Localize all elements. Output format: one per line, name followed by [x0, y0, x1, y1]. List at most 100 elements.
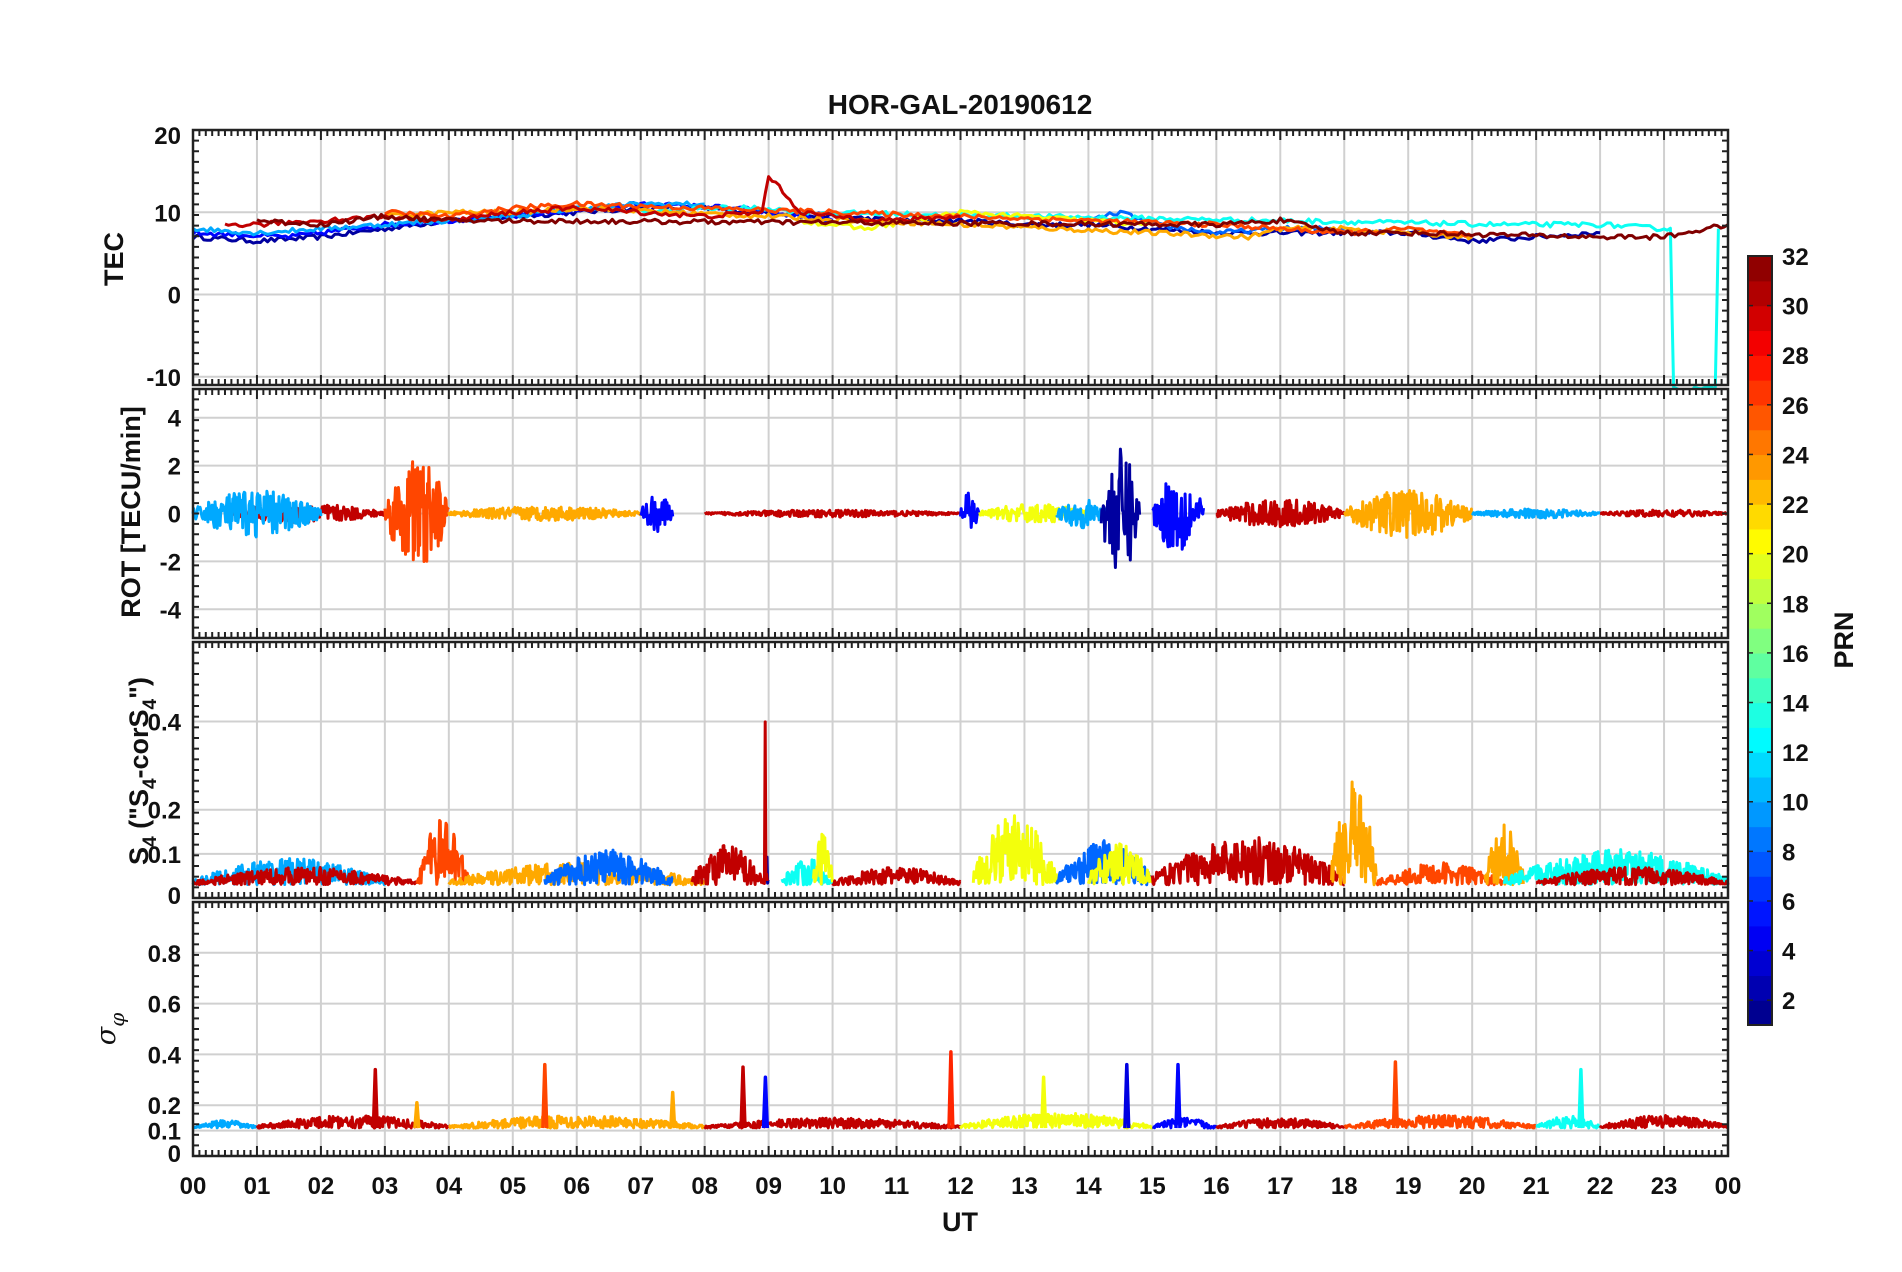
- figure-title: HOR-GAL-20190612: [828, 89, 1093, 120]
- x-tick-label: 06: [563, 1173, 590, 1200]
- burst-prn-26: [415, 819, 470, 886]
- colorbar-tick-label: 26: [1782, 393, 1809, 420]
- burst-prn-5: [1151, 482, 1205, 551]
- spike-prn-30: [739, 1065, 747, 1129]
- burst-prn-30: [1215, 498, 1346, 529]
- panel-tec: -10 0 10 20 TEC: [99, 123, 1730, 393]
- x-tick-label: 13: [1011, 1173, 1038, 1200]
- x-tick-label: 09: [755, 1173, 782, 1200]
- burst-prn-30: [1215, 1117, 1346, 1130]
- x-tick-label: 21: [1523, 1173, 1550, 1200]
- s4-ylabel: S4 ("S4-corS4"): [124, 677, 161, 865]
- colorbar-tick-label: 4: [1782, 939, 1796, 966]
- rot-y-tick-labels: -4 -2 0 2 4: [160, 406, 182, 625]
- burst-prn-26: [1343, 1113, 1538, 1130]
- colorbar-segment: [1748, 851, 1772, 877]
- spike-prn-27: [947, 1050, 955, 1129]
- phi-subscript: φ: [105, 1013, 129, 1027]
- tec-series: [191, 175, 1729, 393]
- x-tick-label: 15: [1139, 1173, 1166, 1200]
- colorbar-tick-label: 32: [1782, 244, 1809, 271]
- s4-ylabel-close: "): [124, 677, 154, 699]
- spike-prn-30: [371, 1067, 379, 1129]
- s4-ylabel-sub2: 4: [140, 778, 161, 789]
- spike-prn-26: [1391, 1060, 1400, 1129]
- burst-prn-5: [959, 491, 981, 529]
- s4-series: [191, 720, 1730, 887]
- colorbar-tick-label: 6: [1782, 889, 1795, 916]
- y-tick-label: 0.4: [148, 1042, 182, 1069]
- burst-prn-30: [1535, 865, 1730, 887]
- colorbar-segment: [1748, 925, 1772, 952]
- panel-s4: 00.10.20.4 S4 ("S4-corS4"): [124, 640, 1730, 910]
- colorbar-segment: [1748, 603, 1772, 629]
- s4-ylabel-s: S: [124, 847, 154, 865]
- series-line-prn-32: [256, 212, 1729, 241]
- sigma-phi-frame: [191, 900, 1730, 1158]
- burst-prn-30: [1599, 508, 1729, 518]
- y-tick-label: 0.1: [148, 1119, 181, 1146]
- colorbar-tick-label: 20: [1782, 542, 1809, 569]
- burst-prn-13: [780, 858, 835, 887]
- burst-prn-10: [191, 1119, 259, 1130]
- x-axis-label: UT: [942, 1207, 978, 1237]
- burst-prn-30: [831, 866, 962, 887]
- colorbar-segment: [1748, 454, 1772, 480]
- burst-prn-23: [1343, 489, 1473, 539]
- tec-y-tick-labels: -10 0 10 20: [146, 123, 181, 392]
- x-tick-label: 04: [435, 1173, 462, 1200]
- tec-ylabel: TEC: [99, 232, 129, 286]
- x-tick-label: 08: [691, 1173, 718, 1200]
- tec-grid: [193, 130, 1728, 385]
- sigma-phi-grid: [193, 902, 1728, 1156]
- colorbar-segment: [1748, 1000, 1772, 1026]
- colorbar-tick-label: 12: [1782, 740, 1809, 767]
- panel-sigma-phi: 00.10.2 0.4 0.6 0.8 σφ: [91, 900, 1730, 1168]
- y-tick-label: 0.1: [148, 842, 181, 869]
- y-tick-label: 0.8: [148, 941, 181, 968]
- y-tick-label: 0.6: [148, 992, 181, 1019]
- spike-prn-23: [413, 1100, 421, 1129]
- x-tick-label: 11: [884, 1173, 909, 1200]
- burst-prn-26: [1375, 861, 1505, 887]
- s4-ylabel-sub3: 4: [140, 698, 161, 709]
- burst-prn-5: [639, 495, 675, 533]
- spike-prn-5: [761, 1075, 770, 1129]
- y-tick-label: -4: [160, 597, 182, 624]
- y-tick-label: 20: [154, 123, 181, 150]
- x-tick-label: 23: [1651, 1173, 1678, 1200]
- colorbar-tick-label: 22: [1782, 492, 1809, 519]
- x-tick-label: 05: [499, 1173, 526, 1200]
- s4-ylabel-mid: -corS: [124, 709, 154, 778]
- x-tick-label: 10: [819, 1173, 846, 1200]
- colorbar-tick-label: 30: [1782, 294, 1809, 321]
- y-tick-label: 0.2: [148, 798, 181, 825]
- burst-prn-30: [703, 508, 962, 519]
- sigma-symbol: σ: [91, 1025, 122, 1045]
- burst-prn-20: [811, 832, 835, 886]
- colorbar-segment: [1748, 404, 1772, 431]
- x-tick-label: 20: [1459, 1173, 1486, 1200]
- burst-prn-8: [543, 848, 674, 887]
- colorbar-segment: [1748, 801, 1772, 828]
- colorbar-segment: [1748, 355, 1772, 381]
- colorbar-segment: [1748, 652, 1772, 679]
- x-tick-label: 22: [1587, 1173, 1614, 1200]
- colorbar-gradient: [1747, 255, 1773, 1026]
- y-tick-label: -10: [146, 365, 181, 392]
- colorbar-segment: [1748, 776, 1772, 803]
- colorbar-segment: [1748, 950, 1772, 976]
- x-tick-label: 12: [947, 1173, 974, 1200]
- colorbar-frame: [1747, 255, 1773, 1026]
- colorbar-segment: [1748, 752, 1772, 778]
- tec-frame: [191, 128, 1730, 387]
- y-tick-label: 10: [154, 200, 181, 227]
- burst-prn-13: [1535, 1114, 1602, 1130]
- x-tick-label: 00: [180, 1173, 207, 1200]
- s4-ylabel-sub1: 4: [140, 836, 161, 847]
- y-tick-label: 0.2: [148, 1093, 181, 1120]
- burst-prn-23: [1330, 780, 1378, 887]
- x-tick-label: 03: [372, 1173, 399, 1200]
